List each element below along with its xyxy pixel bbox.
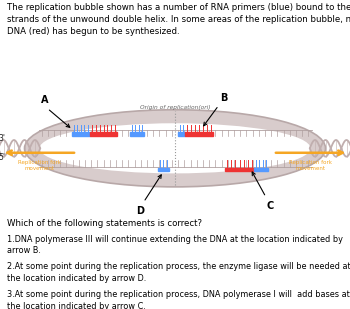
Text: 3.At some point during the replication process, DNA polymerase I will  add bases: 3.At some point during the replication p… xyxy=(7,290,350,309)
Text: Replication fork
movement: Replication fork movement xyxy=(289,159,332,171)
Text: 3': 3' xyxy=(0,134,5,143)
Text: 5': 5' xyxy=(0,153,5,162)
Text: B: B xyxy=(220,93,227,103)
Text: 1.DNA polymerase III will continue extending the DNA at the location indicated b: 1.DNA polymerase III will continue exten… xyxy=(7,235,343,255)
Bar xyxy=(178,132,185,136)
Text: The replication bubble shown has a number of RNA primers (blue) bound to the two: The replication bubble shown has a numbe… xyxy=(7,3,350,36)
Bar xyxy=(254,167,268,171)
Bar xyxy=(130,132,143,136)
Text: C: C xyxy=(267,201,274,211)
Bar xyxy=(225,167,254,171)
Bar xyxy=(72,132,90,136)
Text: Replication fork
movement: Replication fork movement xyxy=(18,159,61,171)
Ellipse shape xyxy=(25,110,326,187)
Ellipse shape xyxy=(40,123,310,173)
Text: Origin of replication(ori): Origin of replication(ori) xyxy=(140,105,210,110)
Bar xyxy=(90,132,117,136)
Text: D: D xyxy=(136,206,144,216)
Text: Which of the following statements is correct?: Which of the following statements is cor… xyxy=(7,219,202,228)
Text: A: A xyxy=(41,95,49,105)
Bar xyxy=(158,167,169,171)
Bar xyxy=(185,132,213,136)
Text: 2.At some point during the replication process, the enzyme ligase will be needed: 2.At some point during the replication p… xyxy=(7,262,350,283)
